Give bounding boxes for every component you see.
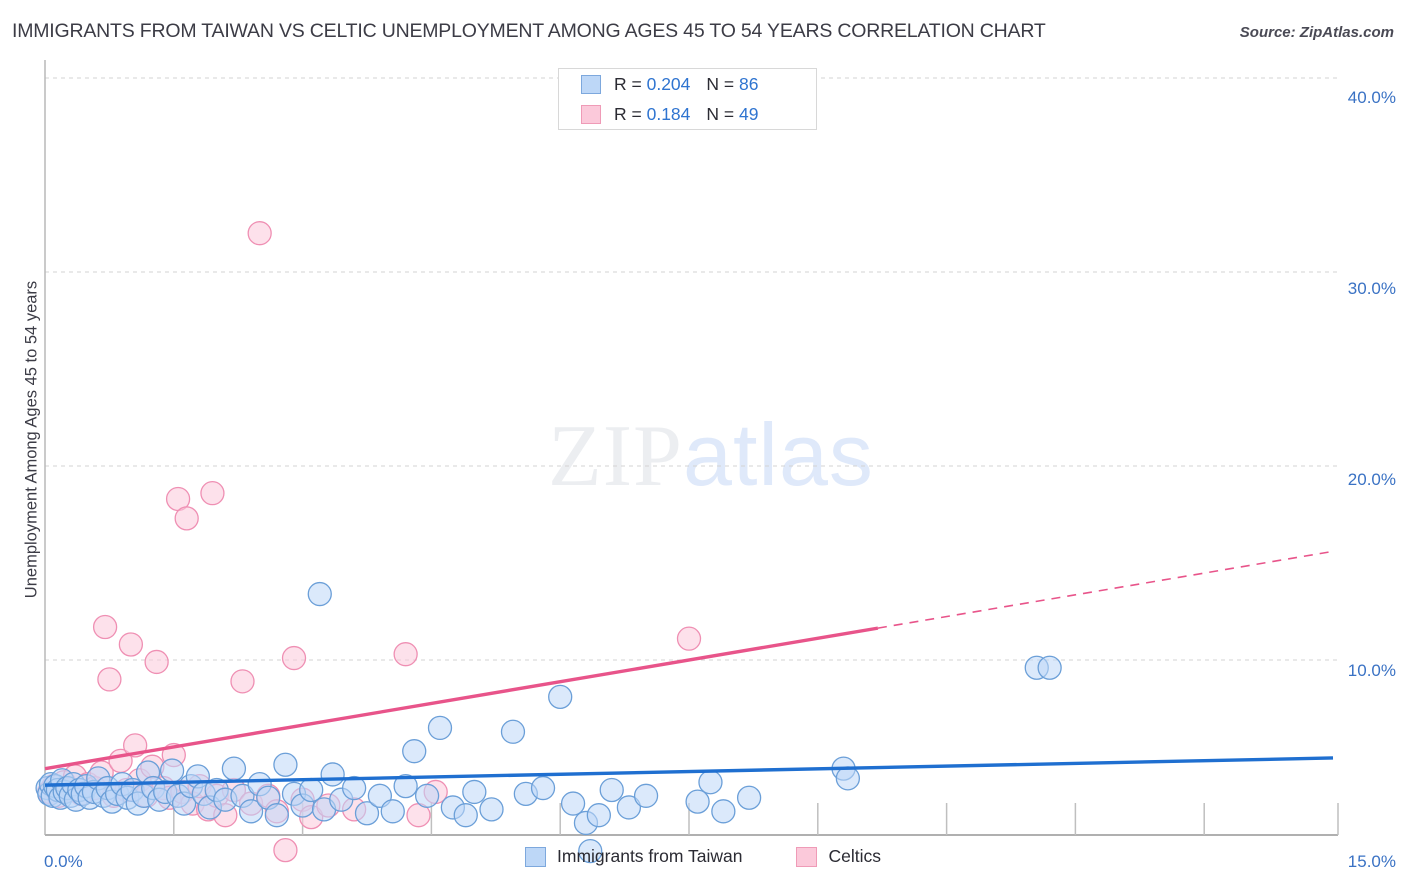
data-point (711, 799, 736, 824)
data-point (341, 775, 367, 801)
series-legend: Immigrants from Taiwan Celtics (0, 846, 1406, 867)
data-point (393, 773, 418, 799)
y-tick-20: 20.0% (1347, 470, 1396, 489)
legend-swatch-celtics (796, 846, 818, 867)
stats-row-celtics: R = 0.184 N = 49 (559, 99, 816, 130)
y-tick-40: 40.0% (1347, 88, 1396, 107)
data-point (736, 785, 762, 810)
scatter-points (35, 221, 1062, 864)
data-point (273, 837, 298, 863)
axis-lines (44, 60, 1339, 836)
data-point (560, 791, 586, 816)
data-point (307, 581, 332, 607)
stats-n-value-celtics: 49 (738, 104, 759, 124)
gridlines (45, 77, 1338, 661)
data-point (230, 669, 255, 694)
data-point (273, 752, 298, 777)
stats-n-label-celtics: N = (706, 104, 739, 124)
data-point (616, 795, 642, 820)
legend-label-celtics: Celtics (828, 846, 881, 866)
data-point (462, 779, 487, 805)
legend-label-taiwan: Immigrants from Taiwan (557, 846, 743, 866)
trendline-taiwan (44, 756, 1334, 787)
stats-n-value-taiwan: 86 (738, 74, 759, 94)
data-point (380, 799, 405, 824)
data-point (118, 632, 144, 657)
data-point (281, 645, 307, 671)
data-point (354, 801, 380, 826)
trendline-celtics (44, 626, 879, 771)
source-attribution: Source: ZipAtlas.com (1239, 24, 1394, 41)
data-point (200, 481, 225, 506)
data-point (174, 506, 199, 531)
stats-r-value-celtics: 0.184 (646, 104, 691, 124)
data-point (835, 766, 860, 791)
data-point (1037, 655, 1062, 680)
stats-row-taiwan: R = 0.204 N = 86 (559, 69, 816, 100)
stats-text-taiwan: R = 0.204 N = 86 (614, 74, 758, 95)
data-point (264, 803, 289, 828)
data-point (453, 803, 478, 828)
data-point (414, 783, 440, 808)
stats-r-label-celtics: R = (614, 104, 647, 124)
data-point (238, 799, 264, 824)
data-point (586, 803, 611, 828)
data-point (685, 789, 710, 814)
data-point (633, 783, 659, 808)
data-point (159, 758, 185, 783)
trendlines (44, 550, 1334, 787)
data-point (247, 221, 272, 246)
data-point (402, 739, 427, 764)
trendline-celtics-projected (877, 550, 1334, 629)
correlation-stats-box: R = 0.204 N = 86 R = 0.184 N = 49 (558, 68, 817, 130)
data-point (427, 715, 453, 741)
data-point (530, 775, 556, 801)
y-tick-10: 10.0% (1347, 661, 1396, 680)
data-point (393, 642, 418, 667)
data-point (676, 626, 702, 651)
data-point (578, 838, 603, 864)
legend-item-celtics[interactable]: Celtics (796, 846, 881, 867)
data-point (599, 777, 624, 803)
stats-r-label-taiwan: R = (614, 74, 647, 94)
data-point (144, 649, 169, 675)
page-title: IMMIGRANTS FROM TAIWAN VS CELTIC UNEMPLO… (12, 20, 1046, 42)
data-point (500, 719, 526, 744)
data-point (97, 667, 122, 692)
stats-swatch-celtics (581, 105, 601, 124)
legend-swatch-taiwan (525, 846, 547, 867)
legend-item-taiwan[interactable]: Immigrants from Taiwan (525, 846, 742, 867)
data-point (548, 684, 573, 710)
x-tick-max: 15.0% (1347, 852, 1396, 871)
y-tick-30: 30.0% (1347, 279, 1396, 298)
data-point (92, 614, 118, 640)
stats-text-celtics: R = 0.184 N = 49 (614, 104, 758, 125)
x-tick-min: 0.0% (44, 852, 83, 871)
stats-n-label-taiwan: N = (706, 74, 739, 94)
data-point (479, 797, 504, 822)
stats-r-value-taiwan: 0.204 (646, 74, 691, 94)
stats-swatch-taiwan (581, 75, 601, 94)
data-point (299, 777, 324, 803)
data-point (698, 770, 723, 795)
data-point (221, 756, 247, 781)
data-point (320, 762, 345, 787)
